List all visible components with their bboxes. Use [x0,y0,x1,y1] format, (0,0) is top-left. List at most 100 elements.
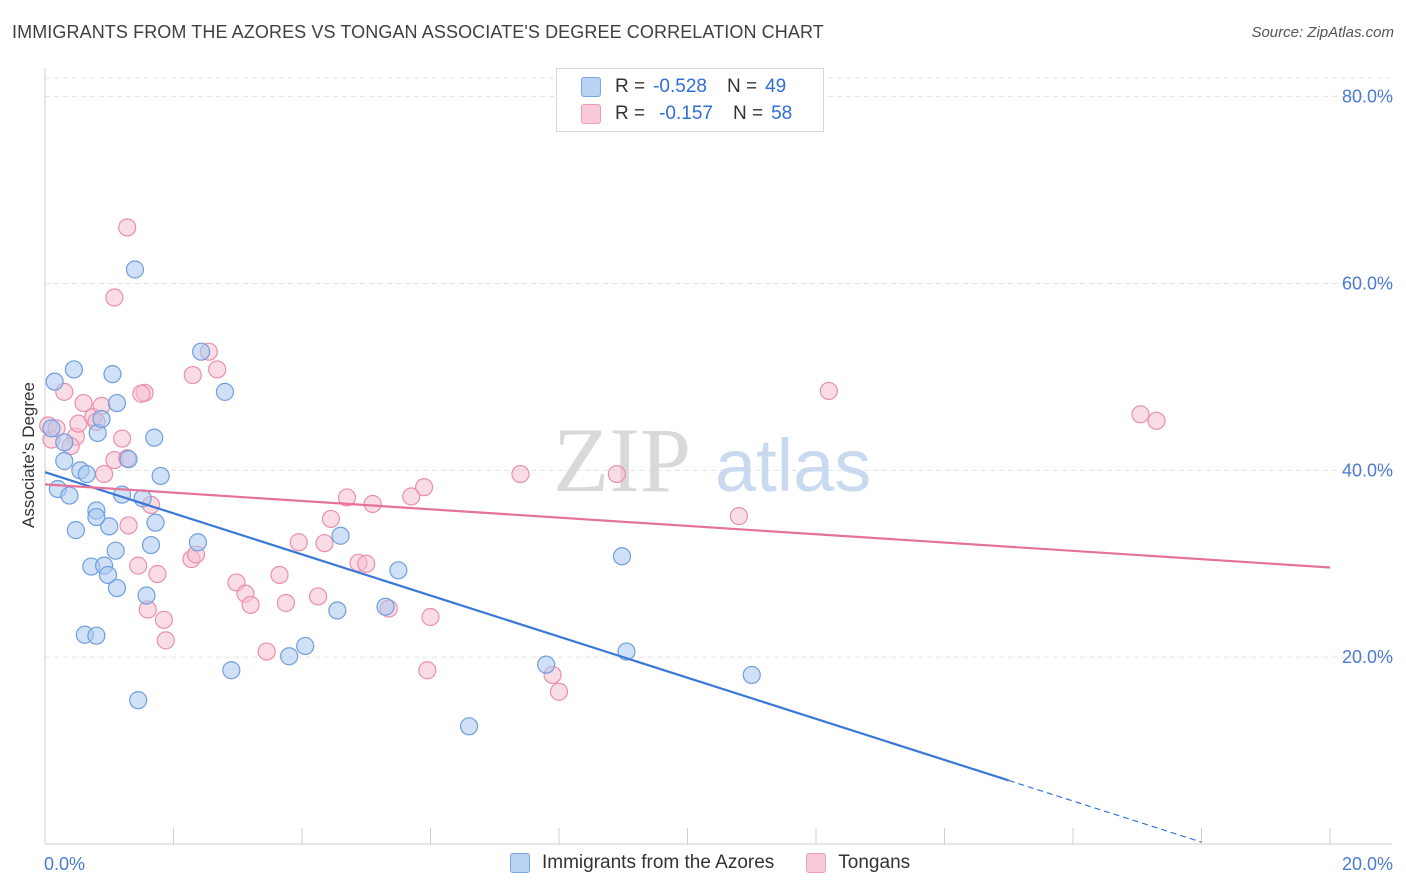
tongans-point [208,360,227,379]
legend-row-tongans: R = -0.157 N = 58 [581,102,792,126]
azores-point [141,535,161,555]
y-tick-labels: 20.0% 40.0% 60.0% 80.0% [1342,87,1393,667]
azores-point [146,513,165,532]
azores-point [64,360,84,379]
tongans-point [402,487,421,506]
tongans-point [357,554,376,573]
tongans-point [119,516,138,535]
azores-point [192,342,211,361]
azores-point [107,393,127,413]
azores-point [55,433,74,452]
azores-point [389,561,408,580]
tongans-point [112,429,132,448]
azores-point [222,661,241,680]
azores-point [328,601,347,620]
azores-point [98,565,118,585]
legend-label-azores: Immigrants from the Azores [542,852,775,873]
tongans-trend-line [44,483,1331,569]
azores-point [145,428,164,447]
watermark-zip: ZIP [553,409,691,511]
y-tick-label: 40.0% [1342,460,1393,480]
tongans-point [241,595,260,614]
azores-point [459,717,479,736]
legend-item-tongans[interactable]: Tongans [806,852,910,874]
azores-point [125,260,145,279]
tongans-point [819,381,838,401]
tongans-point [421,607,440,627]
azores-point [151,466,170,486]
x-tick-label: 20.0% [1342,854,1393,874]
tongans-point [1131,405,1150,424]
azores-points [42,260,761,736]
tongans-point [74,393,93,413]
legend-item-azores[interactable]: Immigrants from the Azores [510,852,774,874]
azores-point [537,655,556,674]
tongans-point [511,464,530,484]
azores-point [331,526,350,545]
legend-r-value: -0.157 [659,103,713,124]
tongans-point [337,488,357,507]
tongans-point [132,384,151,403]
azores-point [77,464,96,484]
azores-point [87,507,106,527]
correlation-legend: R = -0.528 N = 49 R = -0.157 N = 58 [556,68,824,132]
trend-lines [44,471,1331,843]
y-tick-label: 60.0% [1342,274,1393,294]
azores-point [280,647,299,666]
watermark-atlas: atlas [715,424,871,507]
azores-trend-line [44,471,1010,782]
tongans-point [418,661,437,680]
azores-point [66,521,85,540]
tongans-point [95,464,114,484]
azores-point [376,597,395,616]
azores-point [42,419,61,438]
tongans-point [154,610,173,629]
tongans-point [183,365,202,385]
axes [44,68,1392,845]
tongans-point [289,533,308,552]
y-tick-label: 20.0% [1342,647,1393,667]
tongans-point [276,593,296,613]
tongans-point [729,507,749,526]
tongans-point [321,509,341,529]
azores-point [103,365,122,384]
azores-point [612,547,632,566]
legend-n-value: 49 [765,76,787,97]
azores-point [60,486,79,505]
azores-point [188,533,208,552]
tongans-point [607,464,626,484]
azores-point [45,372,64,391]
tongans-point [270,565,289,585]
legend-swatch-azores [510,853,530,873]
tongans-point [156,631,175,650]
azores-point [106,541,125,560]
azores-point [215,382,234,401]
chart-title: IMMIGRANTS FROM THE AZORES VS TONGAN ASS… [12,22,824,42]
tongans-point [1147,411,1166,430]
legend-r-label: R = [615,76,646,97]
legend-r-label: R = [615,103,646,124]
legend-n-label: N = [732,103,764,124]
tongans-point [308,587,328,606]
y-tick-label: 80.0% [1342,87,1393,107]
azores-point [107,578,127,598]
tongans-point [118,218,137,237]
azores-point [742,665,761,685]
tongans-point [148,564,167,584]
tongans-point [105,288,124,307]
tongans-point [315,534,334,553]
azores-point [129,691,148,710]
azores-point [92,409,111,429]
legend-label-tongans: Tongans [838,852,911,873]
azores-point [296,636,315,656]
legend-swatch-tongans [806,853,827,873]
azores-point [119,450,138,469]
azores-trend-extension [1008,779,1202,843]
tongans-point [363,494,382,514]
grid-lines [45,77,1392,658]
x-tick-labels: 0.0% 20.0% [44,854,1393,874]
series-legend: Immigrants from the Azores Tongans [510,852,942,874]
legend-r-value: -0.528 [653,76,707,97]
source-credit: Source: ZipAtlas.com [1251,24,1394,41]
